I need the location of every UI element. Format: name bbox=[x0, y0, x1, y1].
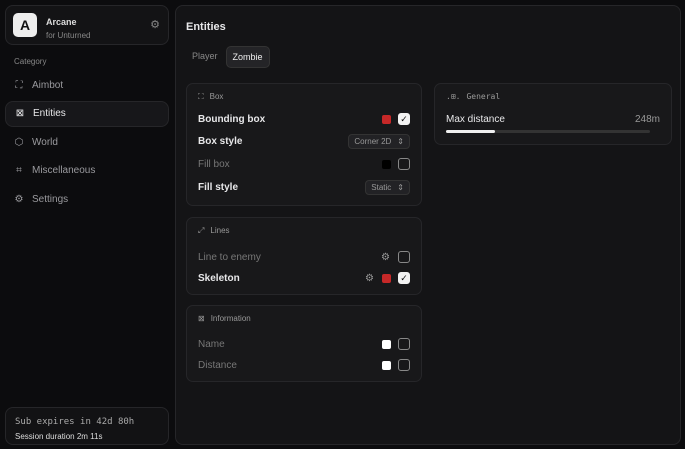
line-to-enemy-label: Line to enemy bbox=[198, 251, 261, 263]
main-panel: Entities Player Zombie ⛶ Box Bounding box… bbox=[175, 5, 681, 445]
crosshair-icon: ⛶ bbox=[15, 79, 23, 91]
entity-tabs: Player Zombie bbox=[186, 46, 270, 68]
app-name: Arcane bbox=[46, 17, 77, 27]
line-to-enemy-checkbox[interactable] bbox=[398, 251, 410, 263]
page-title: Entities bbox=[186, 21, 226, 33]
information-title: Information bbox=[210, 314, 251, 323]
sidebar-item-settings[interactable]: ⚙ Settings bbox=[5, 186, 169, 212]
distance-color[interactable] bbox=[382, 360, 391, 370]
sidebar-item-world[interactable]: ⬡ World bbox=[5, 129, 169, 155]
brand-card: A Arcane for Unturned ⚙ bbox=[5, 5, 169, 45]
category-label: Category bbox=[14, 57, 47, 66]
bounding-box-label: Bounding box bbox=[198, 113, 266, 125]
skeleton-color[interactable] bbox=[382, 273, 391, 283]
chevron-updown-icon: ⇕ bbox=[397, 182, 404, 192]
max-distance-value: 248m bbox=[634, 113, 660, 125]
app-subtitle: for Unturned bbox=[46, 31, 91, 40]
sidebar-item-label: Aimbot bbox=[32, 79, 64, 91]
bounding-box-checkbox[interactable]: ✓ bbox=[398, 113, 410, 125]
box-icon: ⛶ bbox=[198, 92, 204, 101]
general-title: General bbox=[466, 92, 501, 101]
chevron-updown-icon: ⇕ bbox=[397, 136, 404, 146]
grid-icon: ⌗ bbox=[16, 165, 22, 176]
name-checkbox[interactable] bbox=[398, 338, 410, 350]
line-icon: ⤢ bbox=[198, 226, 205, 235]
fill-style-select[interactable]: Static ⇕ bbox=[365, 179, 410, 195]
skeleton-settings-gear-icon[interactable]: ⚙ bbox=[365, 272, 374, 284]
box-style-select[interactable]: Corner 2D ⇕ bbox=[348, 133, 410, 149]
skeleton-checkbox[interactable]: ✓ bbox=[398, 272, 410, 284]
lines-title: Lines bbox=[210, 226, 230, 235]
info-icon: ⊠ bbox=[198, 314, 205, 323]
fill-style-value: Static bbox=[371, 182, 392, 192]
session-duration: Session duration 2m 11s bbox=[15, 432, 103, 441]
cube-icon: ⬡ bbox=[14, 136, 24, 148]
sidebar-item-label: Miscellaneous bbox=[32, 165, 96, 176]
sidebar-item-entities[interactable]: ⊠ Entities bbox=[5, 100, 169, 127]
sidebar: A Arcane for Unturned ⚙ Category ⛶ Aimbot… bbox=[0, 0, 174, 449]
max-distance-slider[interactable] bbox=[446, 130, 650, 133]
skeleton-label: Skeleton bbox=[198, 272, 240, 284]
information-card: ⊠ Information Name Distance bbox=[186, 305, 422, 382]
fill-box-color[interactable] bbox=[382, 159, 391, 169]
fill-box-label: Fill box bbox=[198, 158, 230, 170]
general-icon: .⊞. bbox=[446, 92, 461, 101]
box-card: ⛶ Box Bounding box ✓ Box style Corner 2D ⇕… bbox=[186, 83, 422, 206]
slider-fill bbox=[446, 130, 495, 133]
sidebar-item-label: Settings bbox=[32, 193, 69, 205]
box-style-label: Box style bbox=[198, 135, 243, 147]
gear-icon: ⚙ bbox=[14, 193, 24, 205]
general-card: .⊞. General Max distance 248m bbox=[434, 83, 672, 145]
box-title: Box bbox=[209, 92, 224, 101]
lines-card: ⤢ Lines Line to enemy ⚙ Skeleton ⚙ ✓ bbox=[186, 217, 422, 295]
distance-checkbox[interactable] bbox=[398, 359, 410, 371]
max-distance-label: Max distance bbox=[446, 113, 505, 125]
fill-box-checkbox[interactable] bbox=[398, 158, 410, 170]
fill-style-label: Fill style bbox=[198, 181, 239, 193]
app-logo: A bbox=[13, 13, 37, 37]
box-style-value: Corner 2D bbox=[354, 136, 392, 146]
name-label: Name bbox=[198, 338, 225, 350]
tab-zombie[interactable]: Zombie bbox=[225, 46, 270, 68]
line-settings-gear-icon[interactable]: ⚙ bbox=[381, 251, 390, 263]
subscription-expiry: Sub expires in 42d 80h bbox=[15, 417, 135, 427]
distance-label: Distance bbox=[198, 359, 237, 371]
settings-gear-icon[interactable]: ⚙ bbox=[150, 19, 160, 31]
name-color[interactable] bbox=[382, 339, 391, 349]
sidebar-item-aimbot[interactable]: ⛶ Aimbot bbox=[5, 72, 169, 98]
sidebar-item-label: Entities bbox=[33, 108, 66, 119]
subscription-info: Sub expires in 42d 80h Session duration … bbox=[5, 407, 169, 445]
tab-player[interactable]: Player bbox=[192, 51, 218, 61]
sidebar-item-label: World bbox=[32, 136, 58, 148]
sidebar-item-miscellaneous[interactable]: ⌗ Miscellaneous bbox=[5, 158, 169, 184]
entity-scan-icon: ⊠ bbox=[15, 108, 25, 119]
bounding-box-color[interactable] bbox=[382, 114, 391, 124]
